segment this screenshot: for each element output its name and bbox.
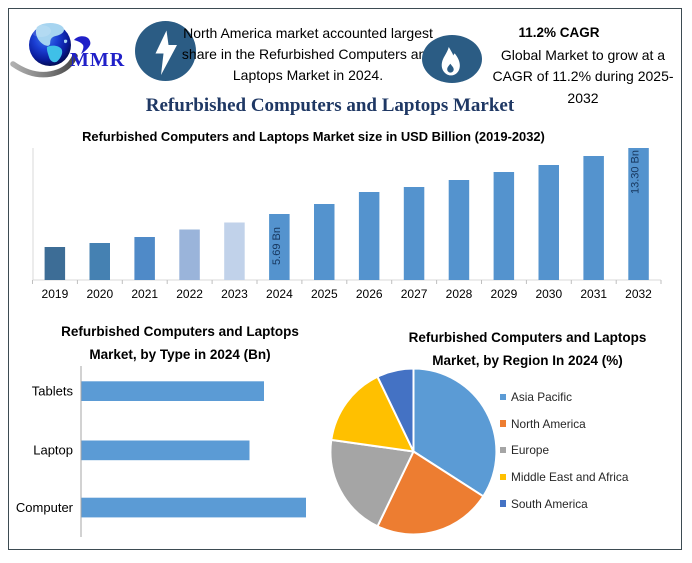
svg-text:2032: 2032 [625, 287, 652, 301]
svg-text:5.69 Bn: 5.69 Bn [271, 227, 283, 265]
svg-text:2024: 2024 [266, 287, 293, 301]
svg-text:Tablets: Tablets [32, 384, 74, 399]
svg-text:Computer: Computer [16, 500, 74, 515]
svg-text:2030: 2030 [535, 287, 562, 301]
svg-text:2026: 2026 [356, 287, 383, 301]
svg-text:MMR: MMR [70, 49, 125, 71]
svg-text:2022: 2022 [176, 287, 203, 301]
svg-text:13.30 Bn: 13.30 Bn [630, 150, 642, 194]
svg-text:2029: 2029 [491, 287, 518, 301]
svg-text:2025: 2025 [311, 287, 338, 301]
svg-text:2019: 2019 [42, 287, 69, 301]
svg-text:2027: 2027 [401, 287, 428, 301]
svg-text:2020: 2020 [86, 287, 113, 301]
svg-text:2021: 2021 [131, 287, 158, 301]
svg-text:2023: 2023 [221, 287, 248, 301]
svg-text:2031: 2031 [580, 287, 607, 301]
svg-text:Laptop: Laptop [33, 443, 73, 458]
svg-text:2028: 2028 [446, 287, 473, 301]
